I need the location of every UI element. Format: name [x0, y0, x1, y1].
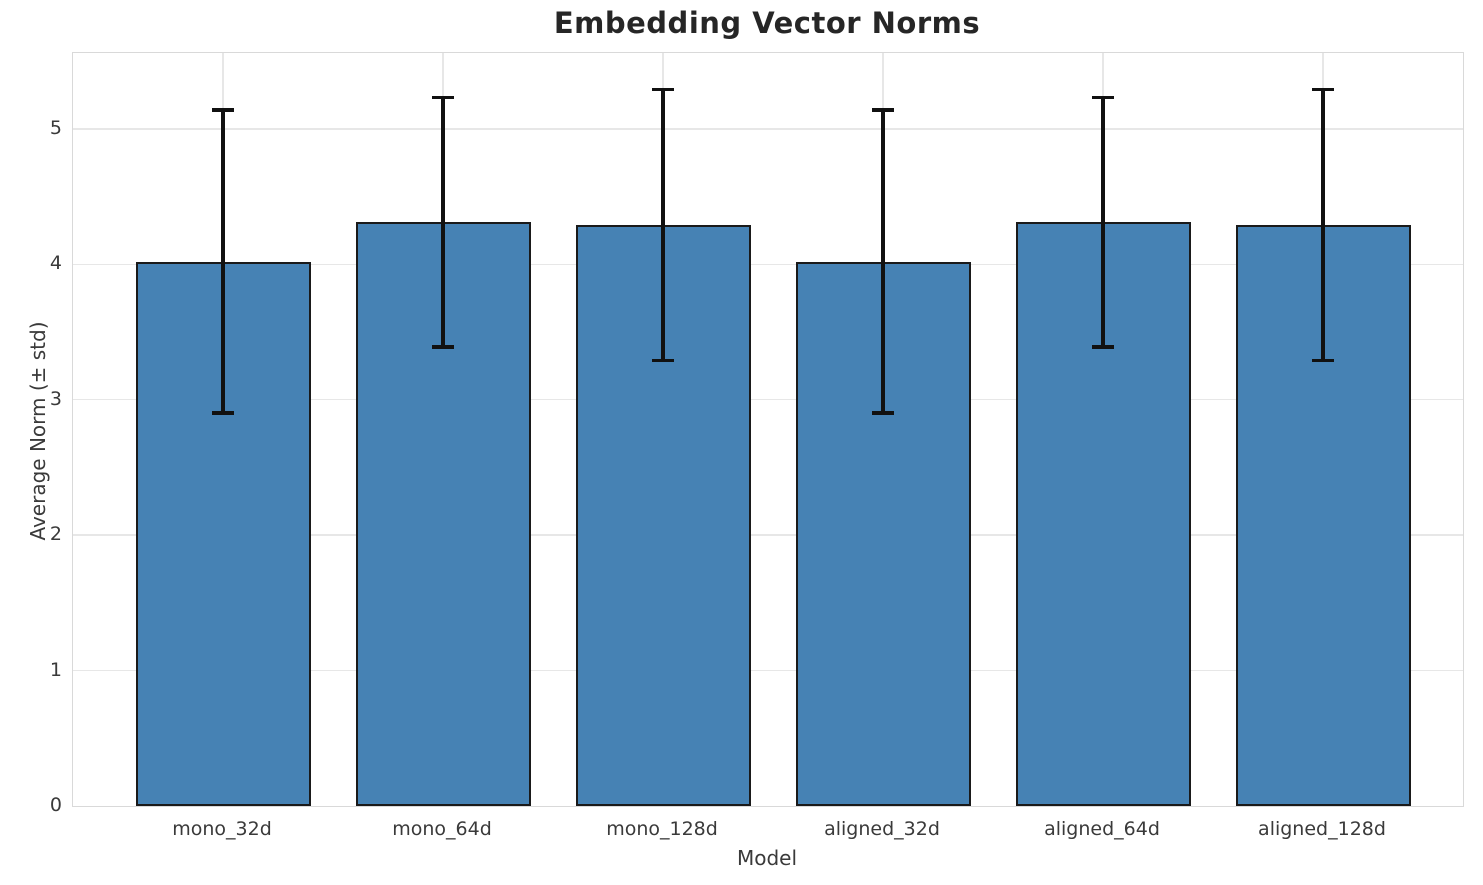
- error-bar-cap-bottom: [212, 411, 234, 415]
- error-bar-cap-top: [432, 95, 454, 100]
- y-axis-label: Average Norm (± std): [26, 321, 50, 541]
- bar-mono_32d: [135, 261, 311, 806]
- y-gridline: [73, 398, 1463, 401]
- y-gridline: [73, 128, 1463, 130]
- y-gridline: [73, 534, 1463, 536]
- error-bar-line: [441, 97, 445, 347]
- x-tick-label-aligned_32d: aligned_32d: [824, 818, 940, 840]
- chart-title: Embedding Vector Norms: [553, 6, 981, 40]
- error-bar-line: [881, 109, 885, 414]
- y-tick-label: 5: [49, 116, 62, 139]
- x-tick-label-mono_32d: mono_32d: [172, 818, 272, 840]
- error-bar-line: [661, 89, 665, 361]
- y-gridline: [73, 263, 1463, 266]
- error-bar-cap-top: [1092, 95, 1114, 100]
- axes: [72, 52, 1464, 807]
- error-bar-cap-top: [1312, 87, 1334, 92]
- y-tick-label: 3: [49, 387, 62, 410]
- x-tick-label-aligned_128d: aligned_128d: [1258, 818, 1386, 840]
- error-bar-cap-top: [212, 108, 234, 112]
- error-bar-line: [221, 109, 225, 414]
- error-bar-cap-top: [652, 87, 674, 92]
- y-gridline: [73, 669, 1463, 672]
- error-bar-cap-top: [872, 108, 894, 112]
- x-tick-label-mono_64d: mono_64d: [392, 818, 492, 840]
- y-tick-label: 1: [49, 658, 62, 681]
- y-tick-label: 0: [49, 794, 62, 816]
- error-bar-cap-bottom: [432, 345, 454, 349]
- x-tick-label-mono_128d: mono_128d: [606, 818, 718, 840]
- x-tick-label-aligned_64d: aligned_64d: [1044, 818, 1160, 840]
- error-bar-line: [1101, 97, 1105, 347]
- error-bar-cap-bottom: [872, 411, 894, 415]
- error-bar-cap-bottom: [1092, 345, 1114, 349]
- y-tick-label: 2: [49, 523, 62, 546]
- error-bar-cap-bottom: [1312, 358, 1334, 363]
- bar-mono_64d: [355, 222, 531, 806]
- error-bar-line: [1321, 89, 1325, 361]
- y-tick-label: 4: [49, 252, 62, 275]
- x-axis-label: Model: [736, 846, 798, 870]
- error-bar-cap-bottom: [652, 358, 674, 363]
